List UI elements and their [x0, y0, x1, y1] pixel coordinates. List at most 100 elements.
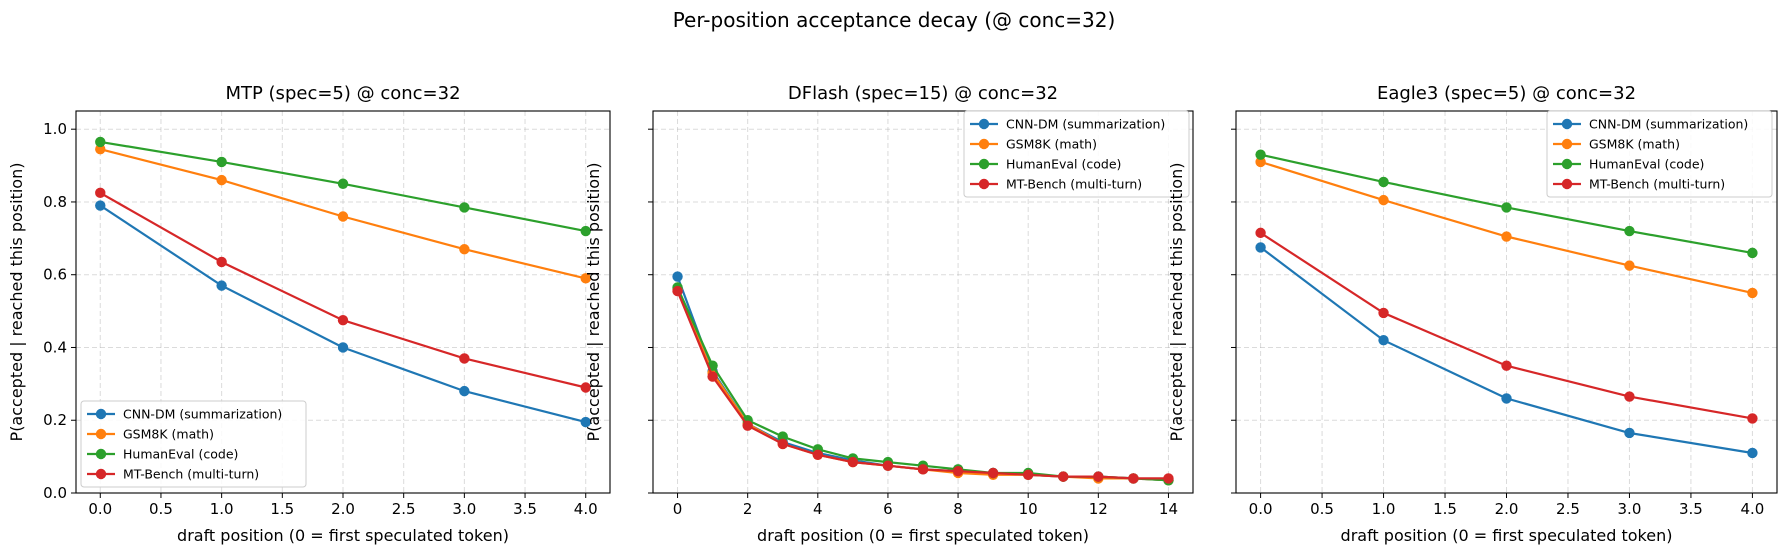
- legend-label: GSM8K (math): [1006, 137, 1097, 152]
- legend: CNN-DM (summarization) GSM8K (math) HumanE…: [80, 400, 307, 488]
- x-tick-label: 1.0: [210, 500, 234, 518]
- legend-label: HumanEval (code): [123, 447, 238, 462]
- data-point-humaneval-code: [337, 178, 349, 189]
- data-point-mt-bench-multi-turn: [777, 438, 788, 450]
- figure-title: Per-position acceptance decay (@ conc=32…: [673, 8, 1116, 32]
- data-point-mt-bench-multi-turn: [1501, 360, 1512, 371]
- x-tick-label: 0.0: [1249, 500, 1273, 518]
- data-point-mt-bench-multi-turn: [847, 456, 859, 468]
- series-line-mt-bench-multi-turn: [1259, 231, 1753, 420]
- axes-frame: [1235, 110, 1778, 494]
- chart-title: DFlash (spec=15) @ conc=32: [788, 83, 1058, 104]
- data-point-cnn-dm-summarization: [95, 200, 106, 211]
- data-point-cnn-dm-summarization: [216, 280, 227, 291]
- data-point-gsm8k-math: [580, 273, 591, 284]
- x-tick-label: 1.5: [1433, 500, 1457, 518]
- data-point-mt-bench-multi-turn: [337, 314, 349, 326]
- legend-marker-cnn-dm-summarization: [1561, 118, 1573, 130]
- x-tick-label: 2.5: [1556, 500, 1580, 518]
- data-point-mt-bench-multi-turn: [580, 382, 591, 393]
- data-point-mt-bench-multi-turn: [742, 420, 753, 431]
- data-point-cnn-dm-summarization: [1378, 335, 1389, 346]
- data-point-humaneval-code: [777, 431, 788, 442]
- y-tick-label: 1.0: [43, 120, 67, 138]
- data-point-cnn-dm-summarization: [1255, 242, 1266, 253]
- data-point-mt-bench-multi-turn: [987, 467, 999, 479]
- data-point-mt-bench-multi-turn: [1128, 473, 1139, 484]
- data-point-cnn-dm-summarization: [1747, 447, 1758, 459]
- x-tick-label: 2.5: [392, 500, 416, 518]
- x-tick-label: 3.5: [513, 500, 537, 518]
- y-tick-label: 0.4: [43, 338, 67, 356]
- x-tick-label: 3.5: [1679, 500, 1703, 518]
- data-point-mt-bench-multi-turn: [1747, 413, 1758, 424]
- x-tick-label: 0.5: [1310, 500, 1334, 518]
- series-line-gsm8k-math: [676, 288, 1169, 482]
- data-point-mt-bench-multi-turn: [1624, 391, 1635, 402]
- data-point-mt-bench-multi-turn: [459, 353, 470, 364]
- y-axis-label: P(accepted | reached this position): [7, 163, 26, 442]
- x-tick-label: 0.0: [88, 500, 112, 518]
- data-point-gsm8k-math: [1747, 287, 1758, 299]
- data-point-humaneval-code: [459, 202, 470, 213]
- data-point-humaneval-code: [95, 136, 106, 148]
- y-tick-label: 0.8: [43, 193, 67, 211]
- data-point-gsm8k-math: [1255, 156, 1266, 168]
- data-point-gsm8k-math: [95, 144, 106, 155]
- data-point-mt-bench-multi-turn: [707, 371, 718, 382]
- x-tick-label: 8: [953, 500, 963, 518]
- data-point-humaneval-code: [580, 225, 591, 237]
- data-point-mt-bench-multi-turn: [882, 460, 894, 471]
- data-point-mt-bench-multi-turn: [1022, 469, 1034, 481]
- chart-title: MTP (spec=5) @ conc=32: [225, 83, 460, 104]
- legend-marker-humaneval-code: [978, 158, 990, 170]
- legend-label: CNN-DM (summarization): [123, 407, 282, 422]
- y-tick-label: 0.2: [43, 411, 67, 429]
- legend: CNN-DM (summarization) GSM8K (math) HumanE…: [1546, 110, 1773, 198]
- data-point-cnn-dm-summarization: [1501, 393, 1512, 404]
- x-tick-label: 2: [743, 500, 753, 518]
- x-tick-label: 2.0: [1495, 500, 1519, 518]
- x-tick-label: 0.5: [149, 500, 173, 518]
- x-tick-label: 1.0: [1372, 500, 1396, 518]
- legend-frame: [1546, 110, 1773, 198]
- data-point-mt-bench-multi-turn: [952, 465, 964, 477]
- x-tick-label: 1.5: [270, 500, 294, 518]
- series-line-cnn-dm-summarization: [1259, 246, 1753, 455]
- data-point-gsm8k-math: [459, 244, 470, 255]
- series-line-mt-bench-multi-turn: [676, 290, 1169, 480]
- data-point-gsm8k-math: [1378, 194, 1389, 206]
- data-point-mt-bench-multi-turn: [95, 187, 106, 199]
- legend-marker-gsm8k-math: [978, 138, 990, 150]
- legend-label: CNN-DM (summarization): [1006, 117, 1165, 132]
- legend-marker-mt-bench-multi-turn: [978, 178, 990, 190]
- legend-marker-cnn-dm-summarization: [95, 408, 107, 420]
- legend-frame: [963, 110, 1190, 198]
- legend-label: HumanEval (code): [1589, 157, 1704, 172]
- x-tick-label: 4.0: [1740, 500, 1764, 518]
- x-tick-label: 4: [813, 500, 823, 518]
- x-tick-label: 6: [883, 500, 893, 518]
- x-axis-label: draft position (0 = first speculated tok…: [177, 526, 509, 545]
- legend-marker-gsm8k-math: [1561, 138, 1573, 150]
- data-point-humaneval-code: [1501, 202, 1512, 213]
- data-point-humaneval-code: [1624, 225, 1635, 237]
- data-point-mt-bench-multi-turn: [1378, 307, 1389, 319]
- x-tick-label: 14: [1159, 500, 1178, 518]
- data-point-mt-bench-multi-turn: [917, 464, 929, 475]
- y-axis-label: P(accepted | reached this position): [584, 163, 603, 442]
- data-point-humaneval-code: [1255, 149, 1266, 160]
- legend-frame: [80, 400, 307, 488]
- legend-marker-mt-bench-multi-turn: [1561, 178, 1573, 190]
- chart-panel-1: 0.0 0.5 1.0 1.5 2.0 2.5 3.0 3.5 4.0 0.0 0.2 0.4 0.6 0…: [7, 83, 611, 545]
- legend-label: HumanEval (code): [1006, 157, 1121, 172]
- axes-frame: [75, 110, 611, 494]
- x-tick-label: 12: [1089, 500, 1108, 518]
- legend-label: GSM8K (math): [1589, 137, 1680, 152]
- data-point-cnn-dm-summarization: [459, 385, 470, 397]
- data-point-cnn-dm-summarization: [672, 271, 683, 282]
- chart-panel-2: 0 2 4 6 8 10 12 14 DFlash (spec=15) @ conc=32 dra…: [584, 83, 1194, 545]
- data-point-mt-bench-multi-turn: [1255, 227, 1266, 239]
- data-point-humaneval-code: [1747, 247, 1758, 259]
